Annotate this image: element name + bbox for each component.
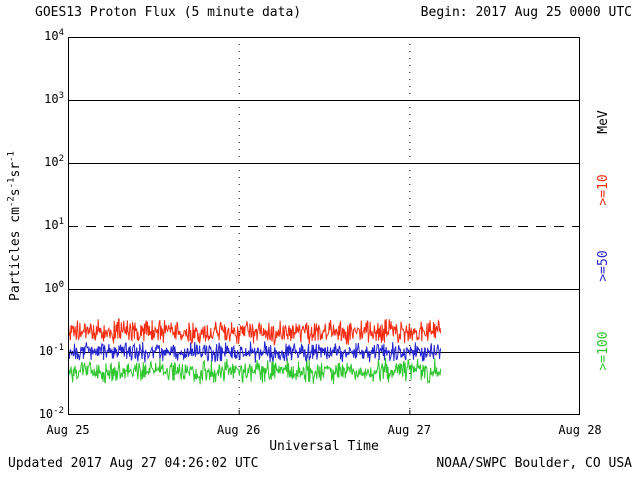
flux-series-gege50 bbox=[68, 341, 442, 363]
y-tick-label-10e-1: 10-1 bbox=[38, 343, 64, 359]
y-tick-label-10e1: 101 bbox=[44, 217, 64, 233]
chart-title: GOES13 Proton Flux (5 minute data) bbox=[35, 5, 302, 20]
x-axis-label: Universal Time bbox=[269, 439, 379, 454]
x-tick-label: Aug 28 bbox=[558, 423, 602, 437]
x-tick-label: Aug 26 bbox=[216, 423, 261, 437]
y-tick-label-10e0: 100 bbox=[44, 280, 64, 296]
legend-gege50-label: >=50 bbox=[596, 250, 611, 282]
begin-timestamp: Begin: 2017 Aug 25 0000 UTC bbox=[420, 5, 632, 20]
data-source-label: NOAA/SWPC Boulder, CO USA bbox=[436, 456, 632, 471]
y-tick-label-10e3: 103 bbox=[44, 91, 64, 107]
y-tick-label-10e-2: 10-2 bbox=[38, 406, 64, 422]
proton-flux-plot bbox=[68, 37, 580, 415]
y-tick-label-10e4: 104 bbox=[44, 28, 64, 44]
updated-timestamp: Updated 2017 Aug 27 04:26:02 UTC bbox=[8, 456, 259, 471]
flux-series-gege100 bbox=[68, 357, 442, 385]
y-axis-label: Particles cm-2s-1sr-1 bbox=[6, 151, 23, 301]
x-tick-label: Aug 25 bbox=[46, 423, 90, 437]
x-tick-label: Aug 27 bbox=[387, 423, 431, 437]
legend-gege100-label: >=100 bbox=[596, 331, 611, 371]
y-tick-label-10e2: 102 bbox=[44, 154, 64, 170]
flux-series-gege10 bbox=[68, 318, 442, 346]
